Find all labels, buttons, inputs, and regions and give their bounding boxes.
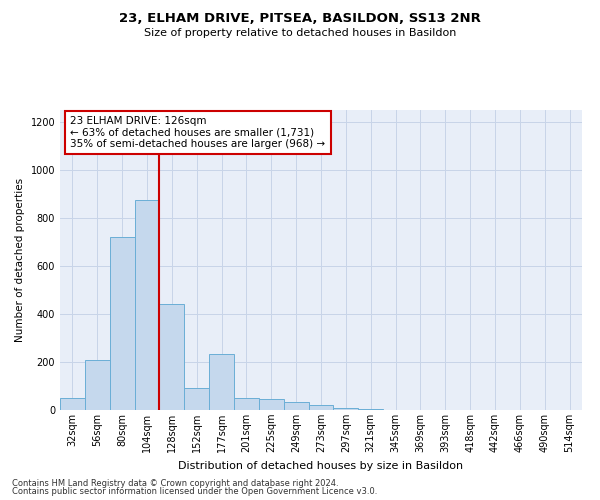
Text: Contains HM Land Registry data © Crown copyright and database right 2024.: Contains HM Land Registry data © Crown c… [12,478,338,488]
Bar [234,398,259,410]
Text: Contains public sector information licensed under the Open Government Licence v3: Contains public sector information licen… [12,487,377,496]
Bar [184,388,209,410]
Bar [284,402,308,410]
Bar [160,304,184,410]
X-axis label: Distribution of detached houses by size in Basildon: Distribution of detached houses by size … [178,460,464,470]
Bar [110,237,134,410]
Bar [134,200,160,410]
Y-axis label: Number of detached properties: Number of detached properties [15,178,25,342]
Bar [358,409,383,410]
Bar [259,399,284,410]
Text: 23, ELHAM DRIVE, PITSEA, BASILDON, SS13 2NR: 23, ELHAM DRIVE, PITSEA, BASILDON, SS13 … [119,12,481,26]
Bar [308,405,334,410]
Bar [209,354,234,410]
Text: 23 ELHAM DRIVE: 126sqm
← 63% of detached houses are smaller (1,731)
35% of semi-: 23 ELHAM DRIVE: 126sqm ← 63% of detached… [70,116,326,149]
Text: Size of property relative to detached houses in Basildon: Size of property relative to detached ho… [144,28,456,38]
Bar [334,408,358,410]
Bar [60,398,85,410]
Bar [85,360,110,410]
